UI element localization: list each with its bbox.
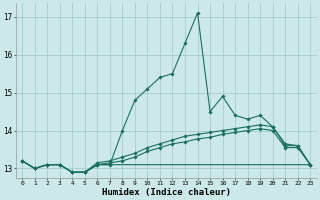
X-axis label: Humidex (Indice chaleur): Humidex (Indice chaleur) bbox=[102, 188, 231, 197]
